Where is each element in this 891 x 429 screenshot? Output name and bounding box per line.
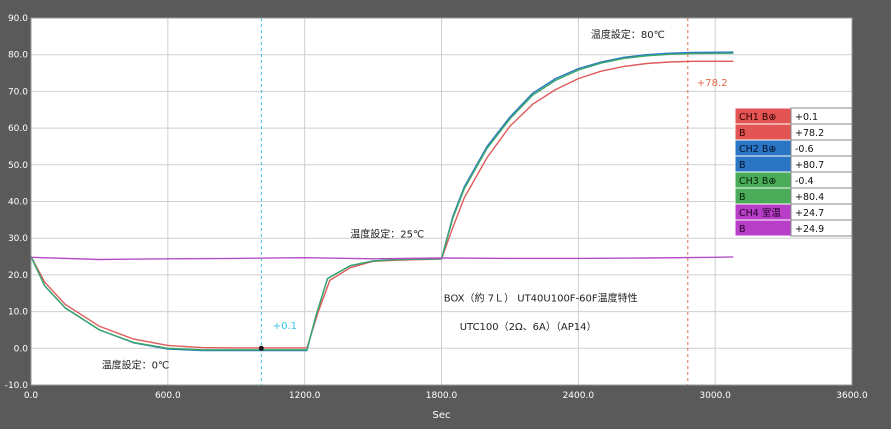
- series-line-ch4: [30, 256, 734, 261]
- cursor-point: [258, 345, 264, 351]
- x-tick-label: 0.0: [24, 391, 39, 401]
- legend-label: CH4 室温: [739, 207, 781, 219]
- legend-value-cell: [790, 219, 853, 237]
- legend-value: -0.4: [795, 176, 814, 187]
- y-tick-label: 60.0: [8, 124, 28, 134]
- x-tick-label: 1800.0: [426, 391, 458, 401]
- legend-value: +80.4: [795, 192, 824, 203]
- y-tick-label: 70.0: [8, 87, 28, 97]
- y-tick-label: -10.0: [5, 381, 29, 391]
- x-tick-label: 600.0: [155, 391, 181, 401]
- y-tick-label: 20.0: [8, 271, 28, 281]
- legend-label: CH2 B⊕: [739, 144, 776, 155]
- legend-value: +24.7: [795, 208, 824, 219]
- y-tick-label: 10.0: [8, 308, 28, 318]
- legend-label: CH1 B⊕: [739, 112, 776, 123]
- annotation-label: +0.1: [273, 321, 297, 332]
- legend-value: -0.6: [795, 144, 814, 155]
- x-axis-title: Sec: [433, 410, 451, 421]
- annotation-label: UTC100（2Ω、6A）（AP14）: [460, 321, 597, 333]
- annotation-label: 温度設定：0℃: [102, 358, 170, 371]
- x-tick-label: 3600.0: [836, 391, 868, 401]
- legend-value: +80.7: [795, 160, 824, 171]
- legend-label: B: [739, 224, 746, 235]
- legend-value: +24.9: [795, 224, 824, 235]
- legend-label: B: [739, 128, 746, 139]
- annotation-label: 温度設定：25℃: [350, 227, 424, 240]
- y-tick-label: 90.0: [8, 14, 28, 24]
- x-tick-label: 3000.0: [699, 391, 731, 401]
- y-tick-label: 30.0: [8, 234, 28, 244]
- annotation-label: +78.2: [697, 78, 728, 89]
- y-tick-label: 40.0: [8, 198, 28, 208]
- annotation-label: BOX（約 7Ｌ） UT40U100F-60F温度特性: [444, 291, 638, 304]
- y-tick-label: 50.0: [8, 161, 28, 171]
- legend-label: B: [739, 192, 746, 203]
- x-tick-label: 1200.0: [289, 391, 321, 401]
- legend-value: +0.1: [795, 112, 818, 123]
- legend-label: CH3 B⊕: [739, 176, 776, 187]
- annotation-label: 温度設定：80℃: [591, 28, 665, 41]
- x-tick-label: 2400.0: [563, 391, 595, 401]
- legend-value: +78.2: [795, 128, 824, 139]
- y-tick-label: 0.0: [14, 344, 29, 354]
- y-tick-label: 80.0: [8, 51, 28, 61]
- legend-label: B: [739, 160, 746, 171]
- series-line-ch3: [30, 52, 734, 351]
